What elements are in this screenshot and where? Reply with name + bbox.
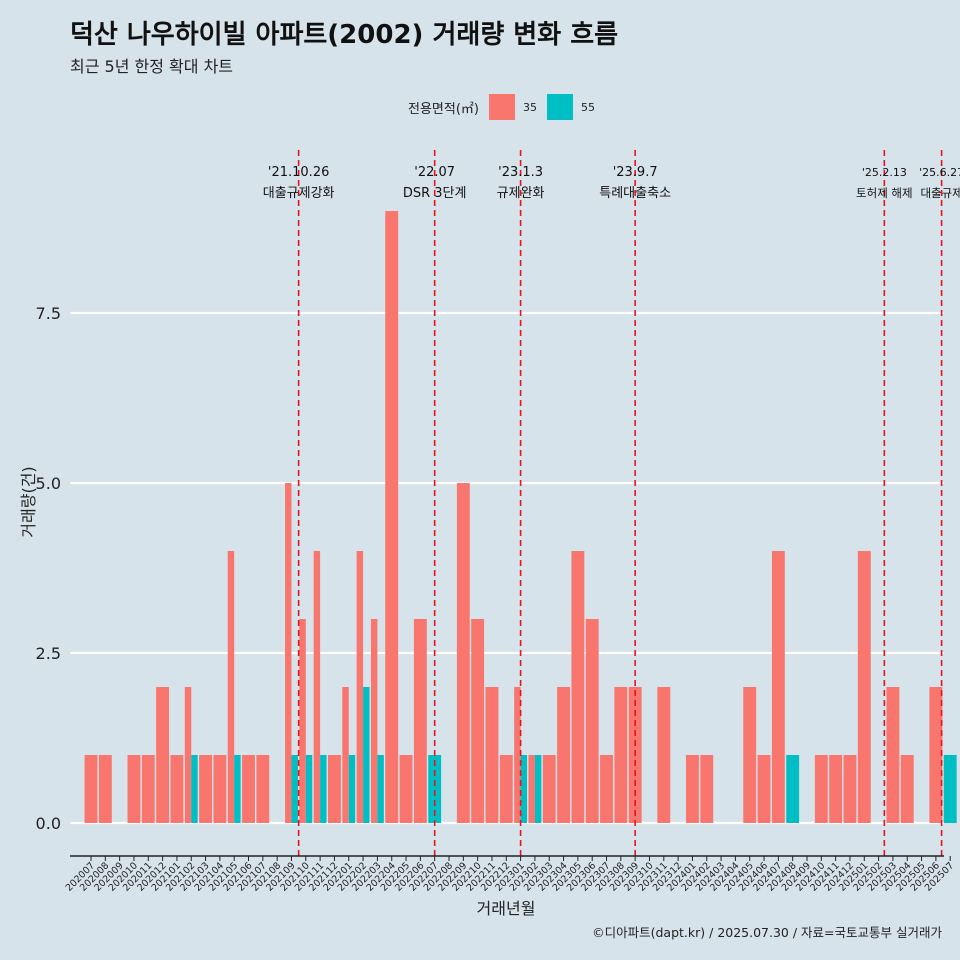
- event-label: 특례대출축소: [599, 186, 671, 201]
- chart-title: 덕산 나우하이빌 아파트(2002) 거래량 변화 흐름: [70, 20, 619, 50]
- bar-35: [514, 687, 521, 823]
- bar-55: [305, 755, 313, 823]
- legend-label-35: 35: [522, 100, 537, 114]
- event-date: '25.6.27: [919, 166, 960, 179]
- bar-35: [385, 211, 399, 823]
- legend-key-35: [488, 94, 515, 120]
- bar-55: [191, 755, 198, 823]
- bar-35: [285, 483, 292, 823]
- bar-35: [356, 551, 364, 823]
- bar-35: [557, 687, 571, 823]
- y-tick-label: 0.0: [36, 814, 61, 833]
- bar-35: [700, 755, 714, 823]
- bar-55: [234, 755, 241, 823]
- bar-35: [685, 755, 699, 823]
- bar-35: [829, 755, 843, 823]
- y-tick-label: 2.5: [36, 644, 61, 663]
- bar-55: [786, 755, 800, 823]
- bar-35: [499, 755, 513, 823]
- event-date: '23.9.7: [613, 165, 658, 180]
- bar-35: [127, 755, 141, 823]
- event-date: '22.07: [414, 165, 455, 180]
- event-label: 대출규제강화: [263, 186, 335, 201]
- legend-title: 전용면적(㎡): [408, 101, 479, 117]
- bar-35: [743, 687, 757, 823]
- y-tick-label: 7.5: [36, 304, 61, 323]
- bar-35: [141, 755, 155, 823]
- bar-35: [600, 755, 613, 823]
- bar-35: [542, 755, 556, 823]
- bar-55: [320, 755, 327, 823]
- bar-35: [156, 687, 170, 823]
- bar-35: [456, 483, 470, 823]
- bar-35: [528, 755, 535, 823]
- source-caption: ©디아파트(dapt.kr) / 2025.07.30 / 자료=국토교통부 실…: [592, 925, 942, 940]
- bar-35: [370, 619, 378, 823]
- bar-35: [256, 755, 270, 823]
- bar-35: [614, 687, 628, 823]
- bar-35: [98, 755, 112, 823]
- bar-55: [520, 755, 528, 823]
- bar-35: [814, 755, 828, 823]
- bar-55: [534, 755, 542, 823]
- bar-35: [657, 687, 671, 823]
- legend-label-55: 55: [580, 100, 595, 114]
- bar-35: [327, 755, 341, 823]
- bar-35: [757, 755, 771, 823]
- legend: 전용면적(㎡) 35 55: [408, 93, 605, 121]
- bar-35: [771, 551, 785, 823]
- event-label: 규제완화: [497, 186, 545, 201]
- event-date: '21.10.26: [268, 165, 329, 180]
- event-label: 토허제 해제: [856, 186, 913, 200]
- bar-35: [242, 755, 255, 823]
- bar-35: [299, 619, 306, 823]
- bar-35: [485, 687, 499, 823]
- bar-35: [313, 551, 321, 823]
- bar-35: [886, 687, 900, 823]
- bar-35: [184, 687, 192, 823]
- bar-35: [342, 687, 349, 823]
- event-date: '25.2.13: [862, 166, 907, 179]
- event-label: DSR 3단계: [403, 186, 467, 201]
- bar-35: [585, 619, 599, 823]
- event-label: 대출규제: [920, 186, 960, 200]
- bar-35: [170, 755, 184, 823]
- bar-35: [199, 755, 213, 823]
- legend-key-55: [546, 94, 573, 120]
- bar-35: [571, 551, 585, 823]
- bar-35: [471, 619, 485, 823]
- bar-35: [900, 755, 914, 823]
- x-axis-title: 거래년월: [477, 899, 536, 918]
- bar-55: [377, 755, 384, 823]
- bar-55: [348, 755, 356, 823]
- bar-35: [227, 551, 235, 823]
- bar-35: [929, 687, 943, 823]
- y-axis-title: 거래량(건): [19, 466, 38, 537]
- bar-35: [843, 755, 857, 823]
- bar-35: [413, 619, 427, 823]
- bar-35: [213, 755, 227, 823]
- bar-55: [363, 687, 370, 823]
- chart-subtitle: 최근 5년 한정 확대 차트: [70, 57, 234, 76]
- bar-55: [428, 755, 442, 823]
- y-tick-label: 5.0: [36, 474, 61, 493]
- bar-35: [857, 551, 871, 823]
- bar-35: [84, 755, 98, 823]
- event-date: '23.1.3: [498, 165, 543, 180]
- bar-55: [943, 755, 957, 823]
- bar-55: [291, 755, 298, 823]
- bar-35: [399, 755, 413, 823]
